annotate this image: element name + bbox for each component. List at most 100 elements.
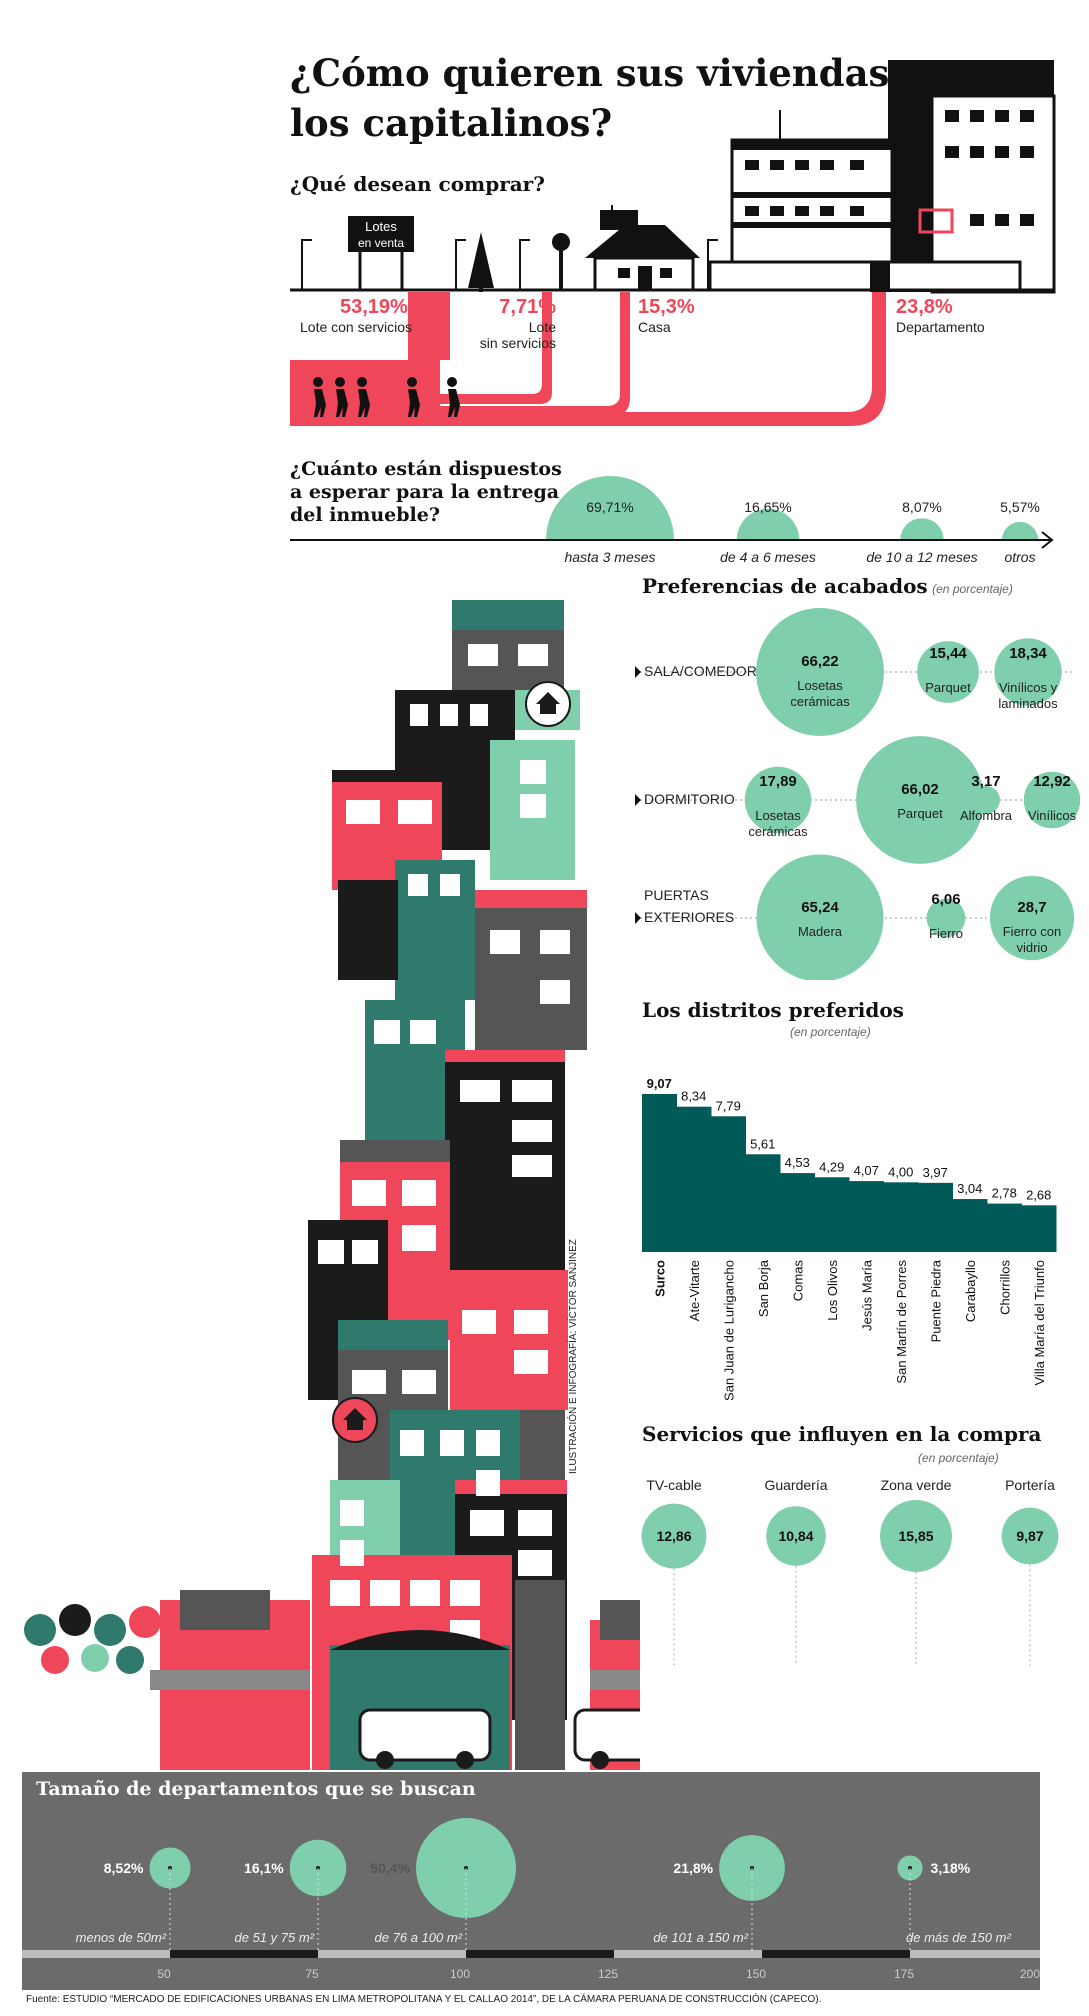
service-bubble	[1001, 1507, 1059, 1565]
finish-bubble	[926, 898, 966, 938]
lot-sign-icon: Lotes en venta	[348, 216, 414, 290]
finish-value: 12,92	[1033, 773, 1071, 790]
districts-chart: 9,07 Surco 8,34 Ate-Vitarte 7,79 San Juan de …	[642, 1076, 1057, 1400]
purchase-label: Departamento	[896, 319, 985, 335]
wait-question-2: a esperar para la entrega	[290, 481, 560, 503]
finish-label-2: laminados	[998, 696, 1058, 711]
purchase-illustration: Lotes en venta	[290, 60, 1056, 426]
tower-illustration	[24, 600, 640, 1770]
finish-value: 65,24	[801, 899, 839, 916]
district-bar	[918, 1182, 953, 1252]
finish-value: 3,17	[971, 773, 1000, 790]
district-bar	[1021, 1205, 1057, 1252]
services-chart: TV-cable 12,86 Guardería 10,84 Zona verde 15,…	[641, 1477, 1059, 1666]
finishes-row-name: DORMITORIO	[644, 791, 735, 807]
finish-value: 66,02	[901, 781, 939, 798]
district-value: 2,68	[1026, 1187, 1051, 1202]
service-bubble	[641, 1503, 707, 1569]
finish-value: 28,7	[1017, 899, 1046, 916]
tree-cluster-icon	[24, 1604, 161, 1674]
finish-label: Alfombra	[960, 808, 1013, 823]
district-value: 4,53	[785, 1155, 810, 1170]
purchase-label: Casa	[638, 319, 671, 335]
source-note: Fuente: ESTUDIO “MERCADO DE EDIFICACIONE…	[26, 1994, 822, 2005]
service-label: Guardería	[764, 1477, 827, 1493]
district-label: San Borja	[756, 1259, 771, 1317]
size-value: 21,8%	[673, 1860, 713, 1876]
sizes-title: Tamaño de departamentos que se buscan	[36, 1778, 476, 1800]
size-tick: 175	[894, 1967, 914, 1981]
finish-label: Parquet	[897, 806, 943, 821]
finish-value: 18,34	[1009, 645, 1047, 662]
services-title: Servicios que influyen en la compra	[642, 1422, 1042, 1446]
district-label: Comas	[790, 1260, 805, 1302]
finish-value: 6,06	[931, 891, 960, 908]
district-value: 7,79	[716, 1098, 741, 1113]
finish-label: Vinílicos	[1028, 808, 1077, 823]
size-value: 50,4%	[370, 1860, 410, 1876]
finish-label: Madera	[798, 924, 843, 939]
district-bar	[987, 1203, 1022, 1252]
tower-windows	[318, 644, 570, 1646]
service-bubble	[766, 1506, 826, 1566]
size-tick: 75	[305, 1967, 319, 1981]
district-label: Los Olivos	[825, 1260, 840, 1321]
wait-bubble	[546, 476, 674, 540]
size-scale-segment	[170, 1950, 318, 1958]
finishes-title: Preferencias de acabados	[642, 574, 928, 598]
finish-bubble	[856, 736, 984, 864]
house-starburst-icon	[332, 681, 571, 1443]
wait-chart: 69,71% hasta 3 meses 16,65% de 4 a 6 meses 8…	[290, 476, 1054, 565]
finish-label: Parquet	[925, 680, 971, 695]
district-value: 3,04	[957, 1181, 982, 1196]
wait-value: 8,07%	[902, 499, 942, 515]
size-scale-segment	[466, 1950, 614, 1958]
district-label: Surco	[652, 1260, 667, 1297]
finish-bubble	[1023, 771, 1080, 829]
house-icon	[585, 205, 700, 292]
size-range: de 51 y 75 m²	[235, 1930, 315, 1945]
district-value: 4,00	[888, 1164, 913, 1179]
purchase-item-apartment: 23,8% Departamento	[896, 296, 985, 335]
district-value: 3,97	[923, 1165, 948, 1180]
district-bar	[745, 1154, 781, 1252]
purchase-item-lot-services: 53,19% Lote con servicios	[300, 296, 420, 335]
wait-value: 69,71%	[586, 499, 633, 515]
finish-bubble	[917, 641, 979, 703]
finish-label: Losetas	[755, 808, 801, 823]
district-value: 9,07	[647, 1076, 672, 1091]
finish-value: 66,22	[801, 653, 839, 670]
district-value: 5,61	[750, 1136, 775, 1151]
size-scale-segment	[762, 1950, 910, 1958]
finishes-row-name-2: EXTERIORES	[644, 909, 734, 925]
service-label: TV-cable	[646, 1477, 701, 1493]
finish-bubble	[989, 875, 1075, 961]
size-value: 3,18%	[931, 1860, 971, 1876]
size-tick: 200	[1020, 1967, 1040, 1981]
wait-label: hasta 3 meses	[564, 549, 655, 565]
wait-label: de 10 a 12 meses	[866, 549, 977, 565]
district-label: Carabayllo	[963, 1260, 978, 1322]
size-range: de más de 150 m²	[906, 1930, 1011, 1945]
purchase-label-2: sin servicios	[479, 335, 556, 351]
size-tick: 125	[598, 1967, 618, 1981]
size-range: de 101 a 150 m²	[653, 1930, 748, 1945]
district-label: San Martín de Porres	[894, 1260, 909, 1384]
purchase-question: ¿Qué desean comprar?	[290, 172, 545, 196]
district-bar	[883, 1182, 919, 1252]
service-value: 9,87	[1016, 1528, 1043, 1544]
size-tick: 150	[746, 1967, 766, 1981]
finish-value: 15,44	[929, 645, 967, 662]
service-label: Portería	[1005, 1477, 1055, 1493]
finish-bubble	[994, 638, 1062, 706]
purchase-value: 15,3%	[638, 296, 695, 318]
service-value: 12,86	[656, 1528, 691, 1544]
district-bar	[814, 1177, 850, 1252]
wait-question-3: del inmueble?	[290, 504, 440, 526]
size-range: menos de 50m²	[76, 1930, 167, 1945]
page-title: ¿Cómo quieren sus viviendas los capitali…	[290, 48, 890, 148]
illustration-credit: ILUSTRACIÓN E INFOGRAFÍA: VÍCTOR SANJINE…	[568, 1239, 579, 1474]
purchase-value: 53,19%	[340, 296, 408, 318]
wait-question-1: ¿Cuánto están dispuestos	[290, 458, 562, 480]
district-label: Puente Piedra	[928, 1259, 943, 1342]
